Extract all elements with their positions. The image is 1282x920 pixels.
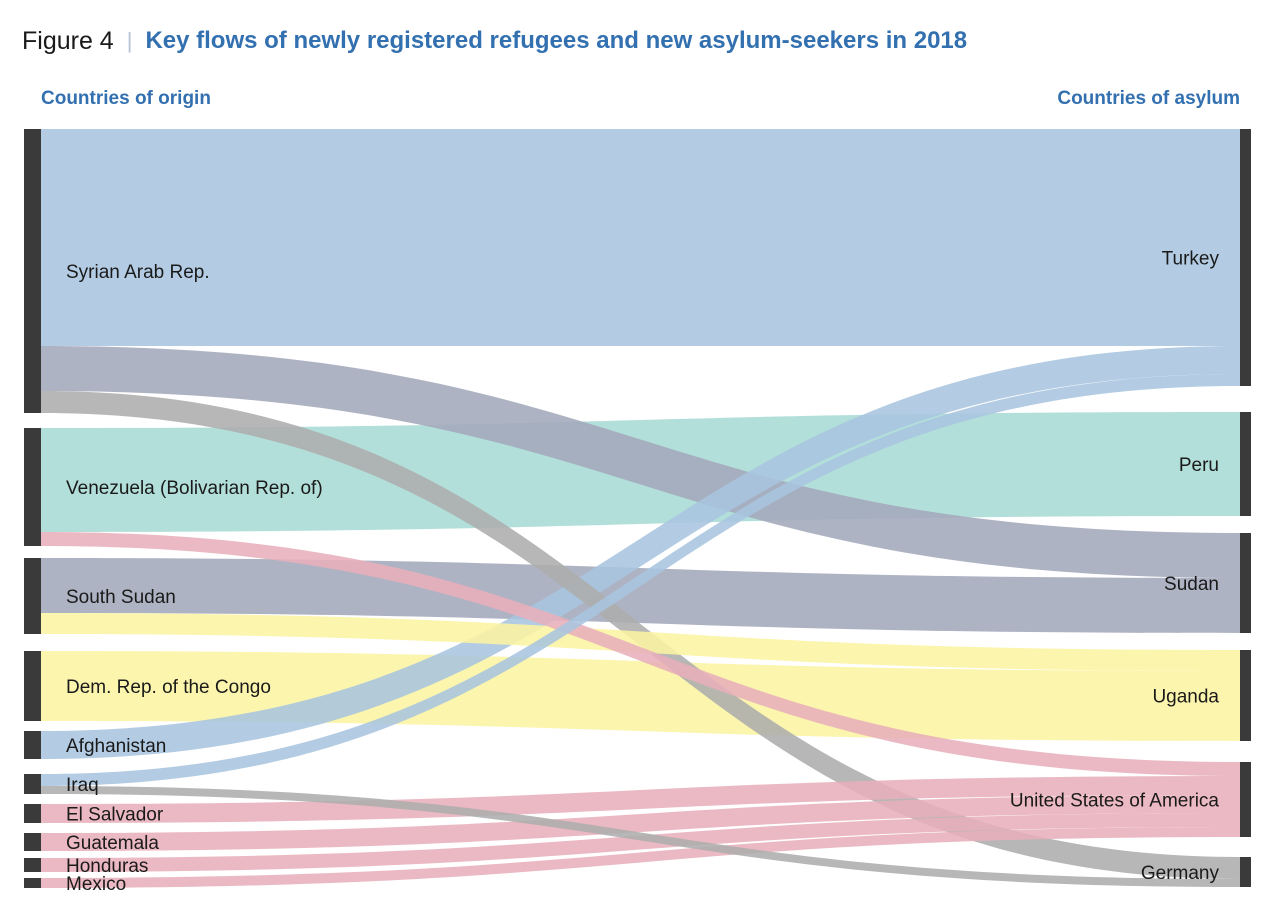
asylum-node-germany	[1240, 857, 1251, 887]
origin-node-southsudan	[24, 558, 41, 634]
origin-label-afghanistan: Afghanistan	[66, 736, 166, 757]
origin-node-mexico	[24, 878, 41, 888]
figure-label: Figure 4	[22, 26, 114, 55]
asylum-node-turkey	[1240, 129, 1251, 386]
flow-venezuela-to-usa	[41, 532, 1240, 776]
flow-southsudan-to-uganda	[41, 613, 1240, 671]
flow-mexico-to-usa	[41, 827, 1240, 888]
asylum-node-usa	[1240, 762, 1251, 837]
asylum-label-usa: United States of America	[1010, 791, 1220, 812]
flow-drc-to-uganda	[41, 651, 1240, 741]
figure-separator: |	[126, 28, 133, 53]
flow-syria-to-sudan	[41, 346, 1240, 578]
flow-southsudan-to-sudan	[41, 558, 1240, 633]
asylum-label-turkey: Turkey	[1162, 249, 1220, 270]
origin-label-honduras: Honduras	[66, 856, 148, 877]
origin-node-drc	[24, 651, 41, 721]
origin-label-iraq: Iraq	[66, 775, 99, 796]
flows-layer	[41, 129, 1240, 888]
flow-elsalvador-to-usa	[41, 776, 1240, 823]
flow-syria-to-turkey	[41, 129, 1240, 346]
origin-label-mexico: Mexico	[66, 874, 126, 895]
origin-label-syria: Syrian Arab Rep.	[66, 262, 210, 283]
flow-iraq-to-turkey	[41, 374, 1240, 786]
flow-guatemala-to-usa	[41, 795, 1240, 851]
origin-node-guatemala	[24, 833, 41, 851]
origin-node-syria	[24, 129, 41, 413]
origin-label-drc: Dem. Rep. of the Congo	[66, 677, 271, 698]
labels-layer: Syrian Arab Rep. Venezuela (Bolivarian Re…	[66, 249, 1219, 896]
flow-honduras-to-usa	[41, 813, 1240, 872]
asylum-node-sudan	[1240, 533, 1251, 633]
nodes-layer	[24, 129, 1251, 888]
origin-node-afghanistan	[24, 731, 41, 759]
asylum-node-uganda	[1240, 650, 1251, 741]
origin-node-venezuela	[24, 428, 41, 546]
origin-node-elsalvador	[24, 804, 41, 823]
asylum-label-peru: Peru	[1179, 455, 1219, 476]
origin-node-iraq	[24, 774, 41, 794]
flow-afghanistan-to-turkey	[41, 346, 1240, 759]
asylum-label-sudan: Sudan	[1164, 574, 1219, 595]
flow-iraq-to-germany	[41, 786, 1240, 887]
asylum-node-peru	[1240, 412, 1251, 516]
origin-label-venezuela: Venezuela (Bolivarian Rep. of)	[66, 478, 323, 499]
origin-label-guatemala: Guatemala	[66, 833, 159, 854]
origin-column-heading: Countries of origin	[41, 88, 211, 109]
asylum-label-uganda: Uganda	[1152, 687, 1219, 708]
asylum-label-germany: Germany	[1141, 863, 1220, 884]
origin-node-honduras	[24, 858, 41, 872]
origin-label-elsalvador: El Salvador	[66, 805, 164, 826]
origin-label-southsudan: South Sudan	[66, 587, 176, 608]
figure-header: Figure 4 | Key flows of newly registered…	[22, 24, 967, 58]
asylum-column-heading: Countries of asylum	[1057, 88, 1240, 109]
figure-title: Key flows of newly registered refugees a…	[145, 27, 968, 54]
